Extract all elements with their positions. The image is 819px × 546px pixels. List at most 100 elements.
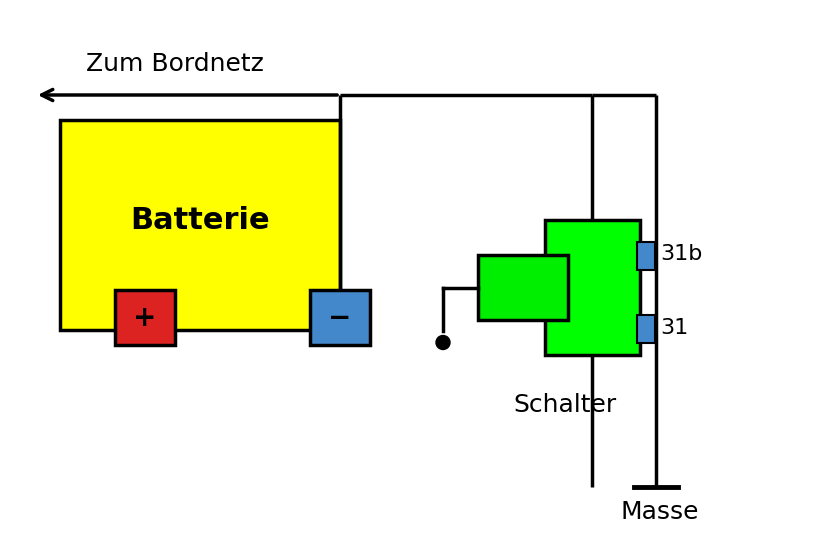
Bar bbox=[805, 338, 819, 364]
Bar bbox=[130, 260, 156, 286]
Bar bbox=[156, 312, 182, 338]
Bar bbox=[675, 468, 701, 494]
Bar bbox=[545, 26, 572, 52]
Bar bbox=[337, 494, 364, 520]
Bar bbox=[182, 260, 208, 286]
Bar bbox=[52, 26, 78, 52]
Bar bbox=[519, 390, 545, 416]
Bar bbox=[805, 364, 819, 390]
Bar bbox=[311, 286, 337, 312]
Bar bbox=[182, 494, 208, 520]
Bar bbox=[572, 442, 597, 468]
Bar bbox=[415, 234, 441, 260]
Bar bbox=[182, 78, 208, 104]
Bar bbox=[260, 78, 286, 104]
Bar bbox=[130, 182, 156, 208]
Bar bbox=[390, 0, 415, 26]
Bar bbox=[597, 52, 623, 78]
Bar bbox=[441, 312, 468, 338]
Bar bbox=[104, 260, 130, 286]
Bar bbox=[468, 182, 493, 208]
Bar bbox=[286, 78, 311, 104]
Bar bbox=[572, 338, 597, 364]
Bar bbox=[597, 0, 623, 26]
Bar bbox=[337, 208, 364, 234]
Bar bbox=[130, 208, 156, 234]
Bar bbox=[441, 0, 468, 26]
Bar bbox=[519, 468, 545, 494]
Bar bbox=[0, 338, 26, 364]
Bar bbox=[364, 0, 390, 26]
Bar bbox=[779, 0, 805, 26]
Bar bbox=[233, 442, 260, 468]
Bar bbox=[519, 130, 545, 156]
Bar bbox=[701, 364, 727, 390]
Bar bbox=[649, 234, 675, 260]
Bar bbox=[104, 338, 130, 364]
Bar bbox=[78, 208, 104, 234]
Bar bbox=[0, 208, 26, 234]
Bar bbox=[753, 286, 779, 312]
Bar bbox=[779, 208, 805, 234]
Bar bbox=[78, 286, 104, 312]
Bar bbox=[805, 78, 819, 104]
Bar bbox=[779, 130, 805, 156]
Bar bbox=[260, 0, 286, 26]
Bar bbox=[311, 416, 337, 442]
Bar bbox=[104, 494, 130, 520]
Bar bbox=[260, 312, 286, 338]
Bar bbox=[779, 312, 805, 338]
Bar bbox=[156, 182, 182, 208]
Bar bbox=[701, 312, 727, 338]
Bar bbox=[208, 52, 233, 78]
Bar bbox=[415, 312, 441, 338]
Bar bbox=[364, 156, 390, 182]
Bar bbox=[390, 468, 415, 494]
Bar bbox=[26, 182, 52, 208]
Bar bbox=[649, 520, 675, 546]
Bar bbox=[519, 416, 545, 442]
Bar bbox=[597, 338, 623, 364]
Bar bbox=[26, 104, 52, 130]
Bar bbox=[441, 520, 468, 546]
Bar bbox=[233, 494, 260, 520]
Bar bbox=[311, 182, 337, 208]
Bar bbox=[364, 208, 390, 234]
Bar bbox=[390, 390, 415, 416]
Bar bbox=[519, 312, 545, 338]
Bar bbox=[52, 364, 78, 390]
Bar bbox=[233, 234, 260, 260]
Bar bbox=[468, 52, 493, 78]
Bar bbox=[545, 234, 572, 260]
Bar bbox=[286, 312, 311, 338]
Bar bbox=[649, 104, 675, 130]
Bar bbox=[52, 416, 78, 442]
Bar bbox=[115, 290, 174, 345]
Bar bbox=[675, 26, 701, 52]
Bar bbox=[545, 442, 572, 468]
Bar bbox=[468, 130, 493, 156]
Bar bbox=[337, 234, 364, 260]
Bar bbox=[26, 312, 52, 338]
Bar bbox=[701, 416, 727, 442]
Bar bbox=[623, 26, 649, 52]
Bar bbox=[545, 364, 572, 390]
Bar bbox=[572, 182, 597, 208]
Bar bbox=[337, 52, 364, 78]
Bar bbox=[441, 494, 468, 520]
Bar bbox=[78, 156, 104, 182]
Bar bbox=[805, 442, 819, 468]
Bar bbox=[415, 260, 441, 286]
Bar bbox=[597, 156, 623, 182]
Bar bbox=[182, 286, 208, 312]
Bar bbox=[675, 520, 701, 546]
Bar bbox=[468, 78, 493, 104]
Bar bbox=[104, 390, 130, 416]
Bar bbox=[78, 468, 104, 494]
Bar bbox=[286, 416, 311, 442]
Bar bbox=[545, 182, 572, 208]
Bar bbox=[597, 312, 623, 338]
Bar bbox=[477, 255, 568, 320]
Bar bbox=[805, 520, 819, 546]
Bar bbox=[130, 390, 156, 416]
